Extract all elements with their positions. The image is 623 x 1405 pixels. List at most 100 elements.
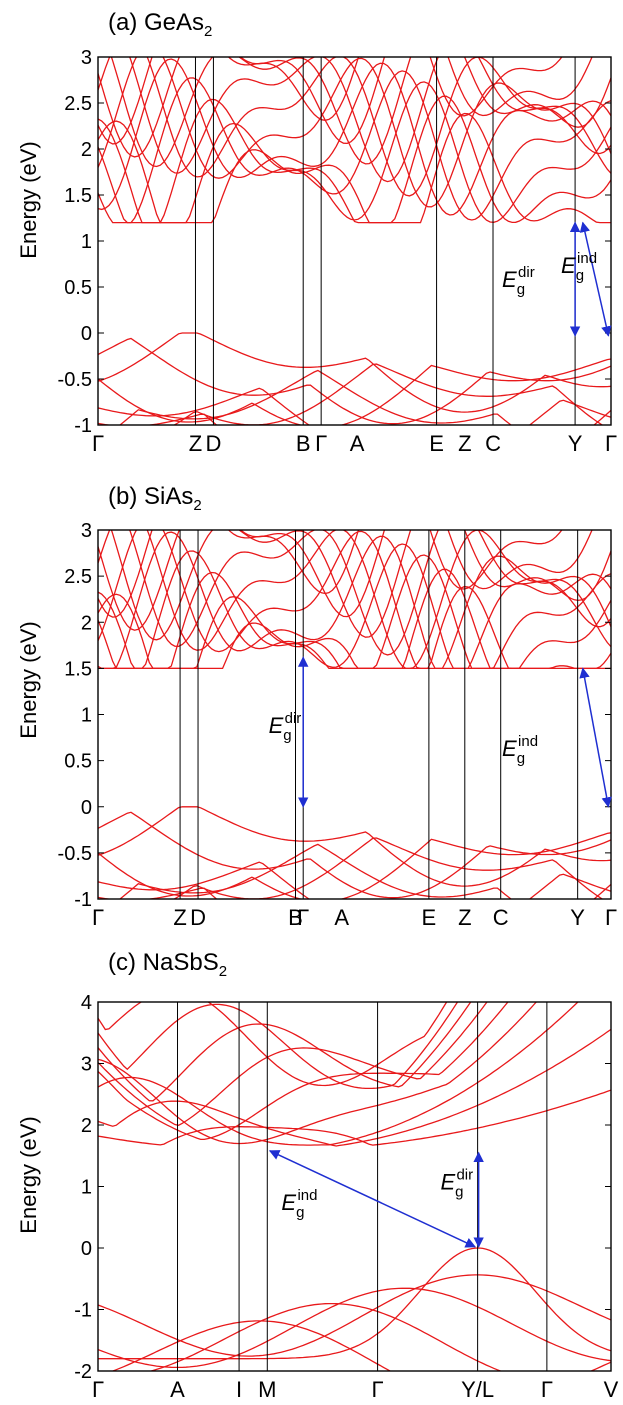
ytick-label: 0.5	[64, 751, 92, 773]
panel-b-title: (b) SiAs2	[108, 483, 202, 514]
panel-a-geas2: (a) GeAs2 Energy (eV) Γ Z D B Γ A E Z C Y Γ-1-0.50…	[16, 9, 617, 471]
kpoint-label: Γ	[297, 905, 309, 930]
kpoint-label: V	[604, 1377, 619, 1402]
gap-label: Egind	[281, 1187, 317, 1221]
panel-c-plot-area: Γ A I M Γ Y/L Γ V -2 -1 0 1 2 3 4 Egind Egdir	[74, 971, 618, 1402]
plot-frame	[98, 530, 611, 899]
band-lines	[98, 484, 611, 945]
ytick-label: 0.5	[64, 277, 92, 299]
ytick-label: 3	[81, 1054, 92, 1076]
band-line	[98, 971, 611, 1125]
ytick-label: 2	[81, 1115, 92, 1137]
ytick-label: -1	[74, 889, 92, 911]
panel-c-ylabel: Energy (eV)	[16, 1116, 41, 1233]
ytick-label: 1	[81, 1177, 92, 1199]
kpoint-label: Γ	[372, 1377, 384, 1402]
kpoint-label: A	[334, 905, 349, 930]
kpoint-label: Γ	[605, 905, 617, 930]
kpoint-label: Y/L	[461, 1377, 494, 1402]
kpoint-label: I	[236, 1377, 242, 1402]
kpoint-label: Γ	[605, 431, 617, 456]
kpoint-label: A	[350, 431, 365, 456]
band-lines	[98, 11, 611, 471]
band-line	[98, 114, 611, 223]
band-line	[98, 31, 611, 196]
band-line	[98, 495, 611, 655]
ytick-label: -1	[74, 415, 92, 437]
kpoint-label: B	[296, 431, 311, 456]
ytick-label: 1	[81, 705, 92, 727]
ytick-label: 0	[81, 323, 92, 345]
band-line	[98, 1090, 611, 1145]
ytick-label: 3	[81, 520, 92, 542]
kpoint-label: Γ	[541, 1377, 553, 1402]
band-line	[98, 82, 611, 223]
band-lines	[98, 971, 611, 1402]
band-line	[98, 1248, 611, 1359]
kpoint-label: E	[422, 905, 437, 930]
ytick-label: -0.5	[58, 843, 92, 865]
kpoint-label: Γ	[92, 1377, 104, 1402]
gap-label: Egdir	[440, 1167, 473, 1201]
band-line	[98, 971, 611, 1101]
ytick-label: 2.5	[64, 566, 92, 588]
ytick-label: 2.5	[64, 93, 92, 115]
band-line	[98, 504, 611, 668]
band-line	[98, 1288, 611, 1367]
ytick-label: 0	[81, 1238, 92, 1260]
ytick-label: 1.5	[64, 658, 92, 680]
kpoint-label: Z	[458, 431, 471, 456]
kpoint-label: A	[170, 1377, 185, 1402]
gap-arrow	[583, 668, 609, 806]
kpoint-label: Γ	[92, 905, 104, 930]
band-line	[98, 1275, 611, 1356]
kpoint-label: C	[485, 431, 501, 456]
panel-c-nasbs2: (c) NaSbS2 Energy (eV) Γ A I M Γ Y/L Γ V -2 -1 0 1 2…	[16, 949, 619, 1402]
kpoint-label: Z	[173, 905, 186, 930]
band-line	[98, 971, 611, 1145]
panel-b-ylabel: Energy (eV)	[16, 621, 41, 738]
panel-b-siAs2: (b) SiAs2 Energy (eV) Γ Z D BΓ A E Z C Y Γ-1-0.50…	[16, 483, 617, 945]
kpoint-label: Γ	[92, 431, 104, 456]
band-line	[98, 339, 611, 424]
panel-a-title: (a) GeAs2	[108, 9, 212, 40]
ytick-label: 1	[81, 231, 92, 253]
band-line	[98, 971, 611, 1085]
ytick-label: -2	[74, 1361, 92, 1383]
gap-label: Egind	[561, 250, 597, 284]
ytick-label: 2	[81, 139, 92, 161]
ytick-label: 2	[81, 612, 92, 634]
kpoint-label: Y	[570, 905, 585, 930]
ytick-label: 0	[81, 797, 92, 819]
band-line	[98, 333, 611, 412]
gap-label: Egdir	[502, 264, 535, 298]
kpoint-label: C	[493, 905, 509, 930]
ytick-label: 1.5	[64, 185, 92, 207]
gap-label: Egind	[502, 733, 538, 767]
gap-label: Egdir	[269, 710, 302, 744]
gap-arrow	[583, 223, 609, 336]
plot-frame	[98, 1002, 611, 1371]
kpoint-label: E	[429, 431, 444, 456]
kpoint-label: Γ	[315, 431, 327, 456]
band-line	[98, 971, 611, 1143]
band-line	[98, 71, 611, 223]
kpoint-label: D	[205, 431, 221, 456]
ytick-label: 4	[81, 992, 92, 1014]
plot-frame	[98, 57, 611, 425]
band-line	[98, 532, 611, 668]
band-line	[98, 807, 611, 886]
kpoint-label: Y	[568, 431, 583, 456]
ytick-label: -0.5	[58, 369, 92, 391]
kpoint-label: Z	[458, 905, 471, 930]
band-line	[98, 22, 611, 182]
kpoint-label: D	[190, 905, 206, 930]
ytick-label: 3	[81, 47, 92, 69]
ytick-label: -1	[74, 1300, 92, 1322]
kpoint-label: M	[258, 1377, 276, 1402]
band-line	[98, 812, 611, 897]
panel-c-title: (c) NaSbS2	[108, 949, 227, 980]
